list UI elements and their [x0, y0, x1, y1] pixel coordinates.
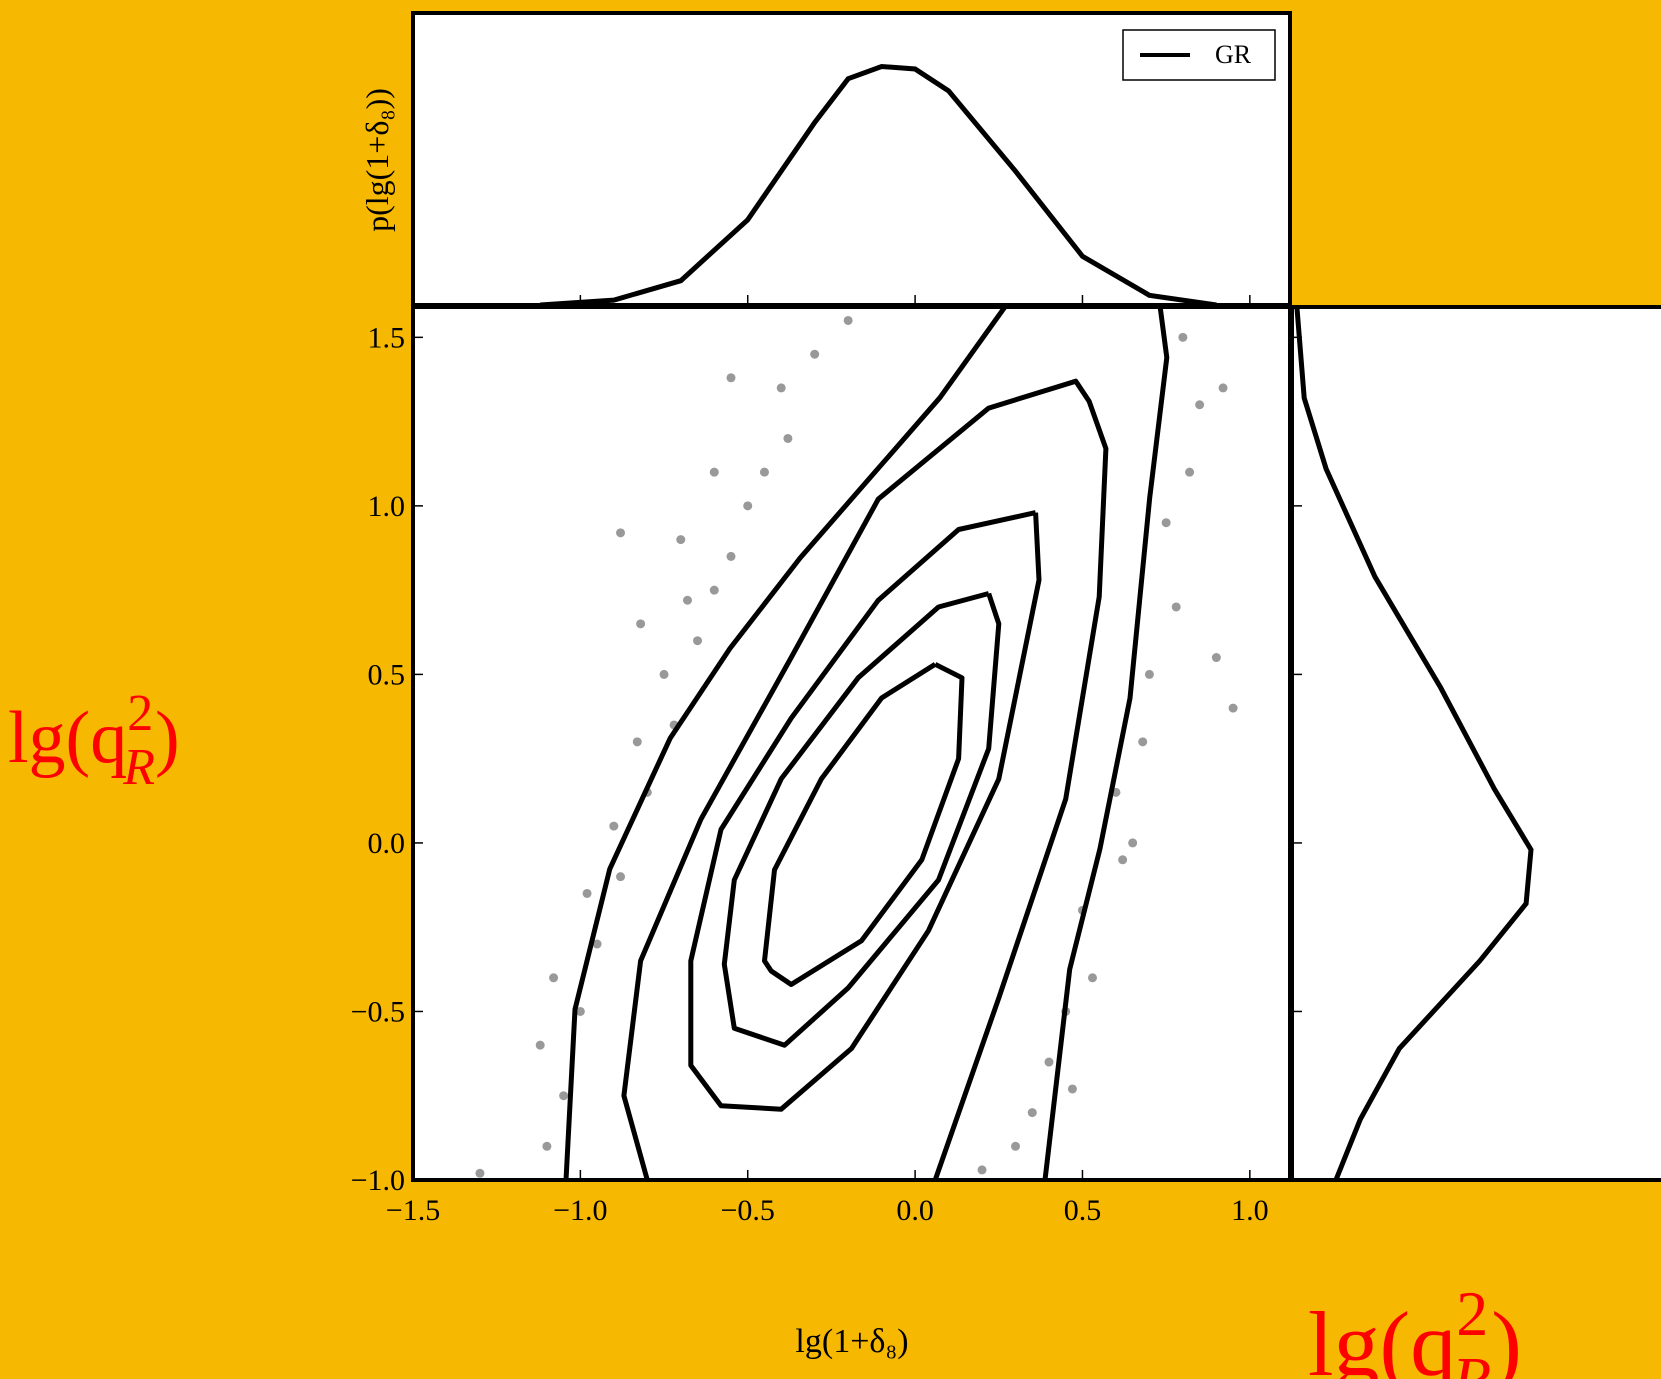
scatter-point: [475, 1168, 485, 1178]
scatter-point: [1185, 467, 1195, 477]
scatter-point: [1138, 737, 1148, 747]
contour-line: [688, 510, 1042, 1112]
scatter-point: [810, 349, 820, 359]
x-tick-label: 1.0: [1231, 1194, 1269, 1227]
x-tick-label: 0.0: [896, 1194, 934, 1227]
scatter-point: [582, 888, 592, 898]
x-tick-label: −1.0: [553, 1194, 607, 1227]
contour-line: [721, 591, 1002, 1048]
y-tick-label: 1.0: [368, 490, 406, 523]
scatter-point: [1027, 1108, 1037, 1118]
scatter-point: [1088, 973, 1098, 983]
scatter-point: [632, 737, 642, 747]
contour-line: [563, 307, 1170, 1180]
scatter-point: [1178, 332, 1188, 342]
top-plot: [540, 63, 1217, 305]
top-y-label: p(lg(1+δ₈)): [359, 88, 395, 232]
scatter-point: [1211, 653, 1221, 663]
label-sup: 2: [127, 685, 153, 742]
scatter-point: [783, 433, 793, 443]
y-tick-label: 0.0: [368, 827, 406, 860]
scatter-point: [549, 973, 559, 983]
scatter-point: [616, 528, 626, 538]
scatter-point: [1044, 1057, 1054, 1067]
label-close: ): [155, 697, 180, 779]
contour-line: [762, 662, 965, 987]
y-tick-label: −1.0: [351, 1164, 405, 1197]
label-close: ): [1491, 1293, 1522, 1379]
scatter-point: [1171, 602, 1181, 612]
y-tick-label: 1.5: [368, 321, 406, 354]
scatter-point: [1195, 400, 1205, 410]
y-tick-label: 0.5: [368, 658, 406, 691]
scatter-point: [759, 467, 769, 477]
scatter-point: [542, 1141, 552, 1151]
scatter-point: [659, 669, 669, 679]
scatter-point: [743, 501, 753, 511]
x-tick-label: −1.5: [386, 1194, 440, 1227]
main-plot: [475, 307, 1238, 1180]
contour-line: [621, 378, 1109, 1180]
scatter-point: [776, 383, 786, 393]
label-sub: R: [1451, 1344, 1491, 1379]
scatter-point: [1228, 703, 1238, 713]
scatter-point: [977, 1165, 987, 1175]
scatter-point: [535, 1040, 545, 1050]
label-base: lg(q: [1308, 1293, 1456, 1379]
main-panel: [413, 307, 1290, 1180]
label-base: lg(q: [8, 697, 127, 779]
scatter-point: [559, 1091, 569, 1101]
scatter-point: [636, 619, 646, 629]
axes: −1.5 −1.0 −0.5 0.0 0.5 1.0−1.0−0.50.00.51.01.…: [351, 295, 1302, 1227]
scatter-point: [1011, 1141, 1021, 1151]
scatter-point: [609, 821, 619, 831]
right-panel: [1292, 307, 1661, 1180]
scatter-point: [709, 467, 719, 477]
scatter-point: [682, 595, 692, 605]
right-frame: [1290, 305, 1661, 1182]
right-x-label: lg(q2R): [1308, 1278, 1522, 1379]
scatter-point: [1218, 383, 1228, 393]
scatter-point: [693, 636, 703, 646]
scatter-point: [726, 551, 736, 561]
scatter-point: [843, 315, 853, 325]
x-tick-label: −0.5: [721, 1194, 775, 1227]
legend-label: GR: [1215, 40, 1252, 69]
label-sup: 2: [1456, 1278, 1488, 1349]
label-sub: R: [122, 739, 155, 796]
density-line: [1294, 307, 1534, 1180]
y-tick-label: −0.5: [351, 995, 405, 1028]
x-tick-label: 0.5: [1064, 1194, 1102, 1227]
scatter-point: [1118, 855, 1128, 865]
y-axis-label: lg(q2 R): [8, 685, 180, 796]
scatter-point: [1144, 669, 1154, 679]
scatter-point: [1067, 1084, 1077, 1094]
right-plot: [1294, 307, 1534, 1180]
scatter-point: [726, 373, 736, 383]
density-line: [540, 63, 1217, 305]
scatter-point: [709, 585, 719, 595]
scatter-point: [616, 872, 626, 882]
scatter-point: [676, 535, 686, 545]
x-axis-label: lg(1+δ₈): [795, 1323, 908, 1360]
scatter-point: [1161, 518, 1171, 528]
scatter-point: [592, 939, 602, 949]
scatter-point: [1128, 838, 1138, 848]
scatter-point: [575, 1006, 585, 1016]
